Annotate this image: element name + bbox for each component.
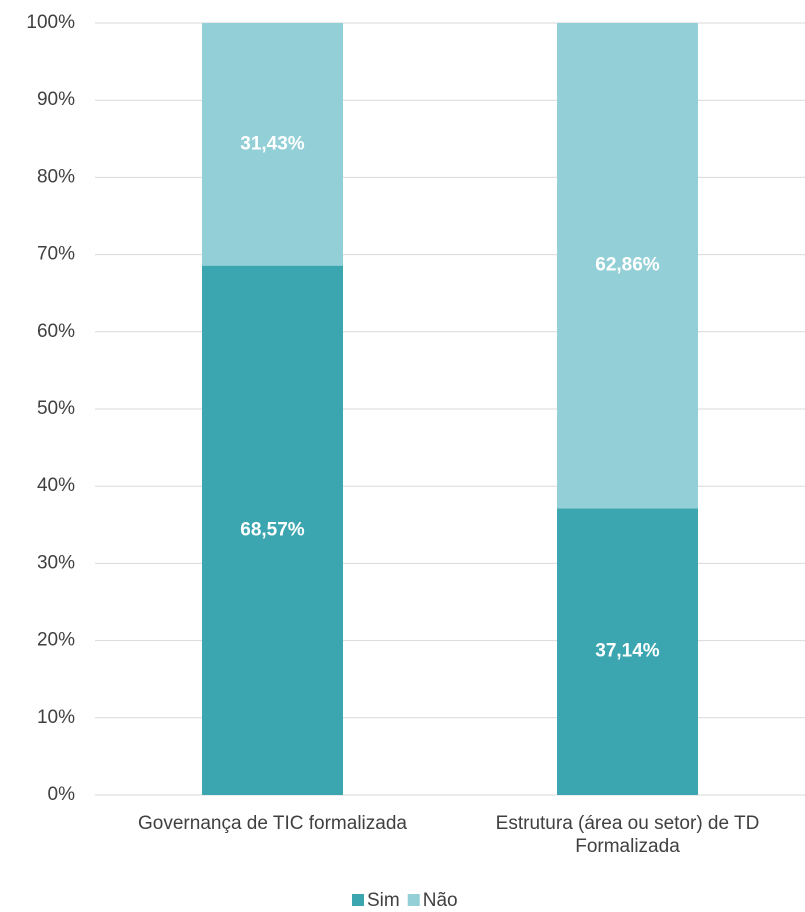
legend-swatch	[352, 894, 364, 906]
bar-segment	[202, 265, 343, 795]
y-tick-label: 20%	[37, 630, 75, 651]
legend-swatch	[407, 894, 420, 906]
y-tick-label: 70%	[37, 244, 75, 265]
x-tick-label: Governança de TIC formalizada	[138, 813, 407, 834]
legend-label: Sim	[367, 890, 400, 911]
y-tick-label: 100%	[26, 12, 75, 33]
legend-label: Não	[423, 890, 458, 911]
y-tick-label: 40%	[37, 475, 75, 496]
y-tick-label: 30%	[37, 552, 75, 573]
y-tick-label: 10%	[37, 707, 75, 728]
value-label: 31,43%	[240, 133, 305, 154]
value-label: 62,86%	[595, 255, 660, 276]
y-tick-label: 90%	[37, 89, 75, 110]
value-label: 68,57%	[240, 519, 305, 540]
bar-segment	[557, 23, 698, 509]
bar-segment	[202, 23, 343, 266]
y-tick-label: 50%	[37, 398, 75, 419]
value-label: 37,14%	[595, 641, 660, 662]
bar-segment	[557, 508, 698, 795]
x-tick-label: Estrutura (área ou setor) de TD Formaliz…	[495, 813, 760, 857]
y-tick-label: 80%	[37, 166, 75, 187]
y-tick-label: 60%	[37, 321, 75, 342]
y-tick-label: 0%	[48, 784, 76, 805]
